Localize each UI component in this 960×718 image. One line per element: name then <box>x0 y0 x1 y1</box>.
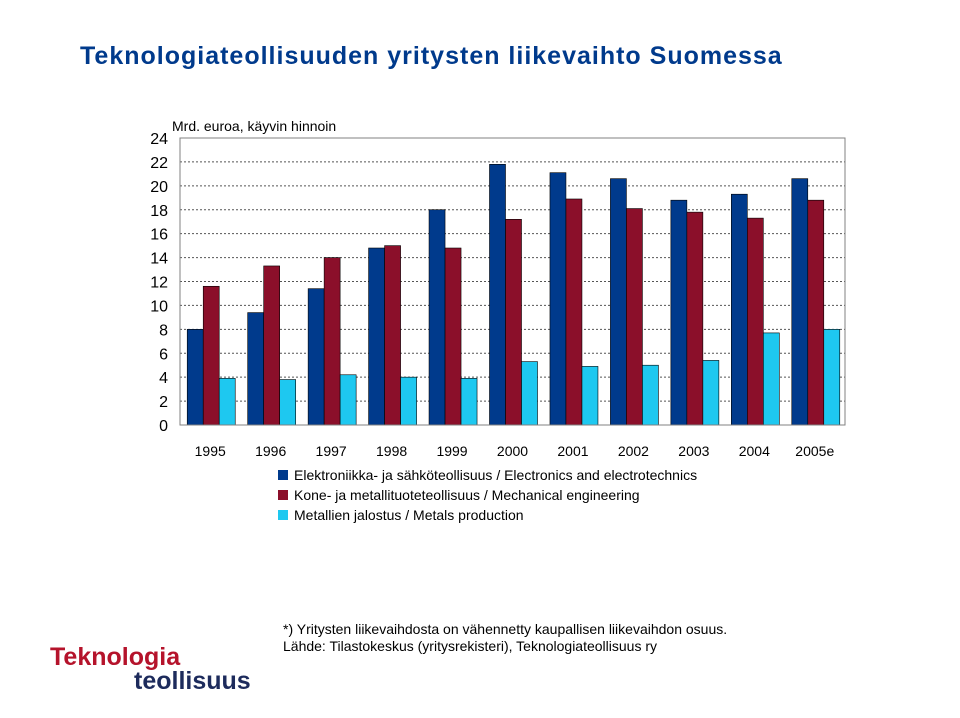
x-tick-label: 1998 <box>376 443 407 459</box>
axes <box>179 137 846 426</box>
bar <box>279 379 296 426</box>
page-title: Teknologiateollisuuden yritysten liikeva… <box>80 42 783 70</box>
legend-item-mechanical: Kone- ja metallituoteteollisuus / Mechan… <box>278 485 697 505</box>
bar <box>791 178 809 426</box>
legend-swatch-electronics <box>278 470 288 480</box>
bar <box>339 374 357 426</box>
logo-word-teollisuus: teollisuus <box>134 667 251 695</box>
bar <box>581 366 599 426</box>
y-tick-label: 22 <box>150 155 168 172</box>
y-tick-label: 6 <box>159 346 168 363</box>
bar <box>218 378 236 426</box>
y-tick-label: 12 <box>150 275 168 292</box>
logo-word-teknologia: Teknologia <box>50 643 181 671</box>
bar <box>823 329 841 426</box>
bar <box>702 360 720 426</box>
x-tick-label: 2001 <box>557 443 588 459</box>
bar <box>807 199 825 426</box>
bar <box>747 217 764 426</box>
bar <box>263 265 280 426</box>
plot-frame <box>179 137 846 426</box>
legend-label-metals: Metallien jalostus / Metals production <box>294 507 524 523</box>
bars <box>186 164 841 426</box>
bar <box>549 172 567 426</box>
legend-item-metals: Metallien jalostus / Metals production <box>278 505 697 525</box>
bar <box>428 209 446 426</box>
bar <box>400 376 417 426</box>
bar <box>610 178 627 426</box>
bar <box>642 364 659 426</box>
bar <box>202 285 220 426</box>
y-tick-label: 10 <box>150 298 168 315</box>
legend-swatch-metals <box>278 510 288 520</box>
y-tick-label: 16 <box>150 227 168 244</box>
legend-swatch-mechanical <box>278 490 288 500</box>
bar <box>186 329 204 426</box>
y-tick-label: 14 <box>150 251 168 268</box>
footnote-note: *) Yritysten liikevaihdosta on vähennett… <box>283 621 728 637</box>
bar <box>731 193 748 426</box>
x-tick-label: 1995 <box>195 443 226 459</box>
bar <box>247 312 264 426</box>
x-tick-label: 2000 <box>497 443 528 459</box>
x-tick-label: 2005e <box>795 443 834 459</box>
footnote-source: Lähde: Tilastokeskus (yritysrekisteri), … <box>283 638 658 654</box>
teknologiateollisuus-logo: Teknologia teollisuus <box>50 643 251 695</box>
bar <box>763 332 780 426</box>
bar <box>307 288 325 426</box>
bar <box>460 378 478 426</box>
legend-label-mechanical: Kone- ja metallituoteteollisuus / Mechan… <box>294 487 640 503</box>
y-tick-label: 18 <box>150 203 168 220</box>
y-tick-label: 24 <box>150 131 168 148</box>
y-axis-title: Mrd. euroa, käyvin hinnoin <box>172 118 336 134</box>
x-tick-label: 2004 <box>739 443 770 459</box>
y-tick-label: 2 <box>159 394 168 411</box>
bar <box>489 164 506 426</box>
y-tick-label: 8 <box>159 322 168 339</box>
bar <box>444 247 462 426</box>
footnote: *) Yritysten liikevaihdosta on vähennett… <box>283 621 727 655</box>
x-tick-label: 2002 <box>618 443 649 459</box>
x-tick-label: 1997 <box>316 443 347 459</box>
y-tick-label: 4 <box>159 370 168 387</box>
bar <box>323 257 341 426</box>
legend-item-electronics: Elektroniikka- ja sähköteollisuus / Elec… <box>278 465 697 485</box>
legend-label-electronics: Elektroniikka- ja sähköteollisuus / Elec… <box>294 467 698 483</box>
bar <box>565 198 583 426</box>
x-tick-label: 1999 <box>436 443 467 459</box>
y-tick-label: 0 <box>159 418 168 435</box>
bar <box>505 219 522 426</box>
bar <box>368 247 385 426</box>
bar <box>384 245 401 426</box>
bar <box>626 208 643 426</box>
bar <box>670 199 688 426</box>
y-tick-label: 20 <box>150 179 168 196</box>
x-tick-label: 1996 <box>255 443 286 459</box>
legend: Elektroniikka- ja sähköteollisuus / Elec… <box>278 465 697 525</box>
bar <box>686 211 704 426</box>
x-tick-label: 2003 <box>678 443 709 459</box>
bar <box>521 361 538 426</box>
